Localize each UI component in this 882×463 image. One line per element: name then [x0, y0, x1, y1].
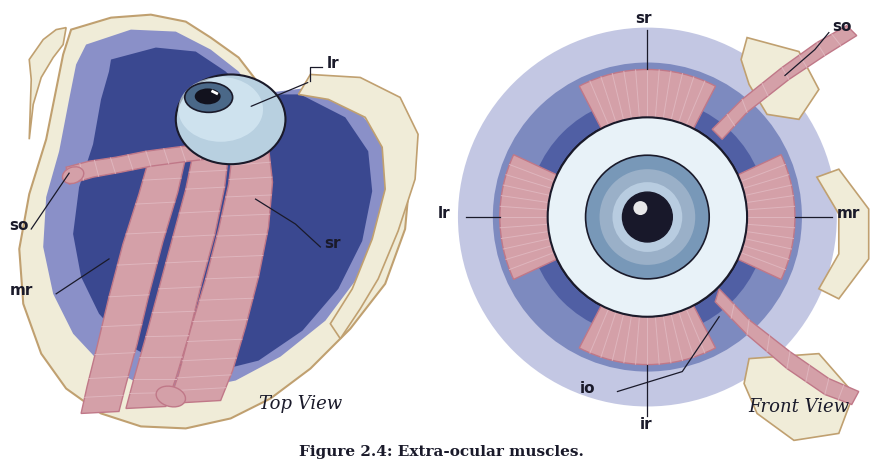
- Circle shape: [633, 202, 647, 216]
- Circle shape: [527, 98, 767, 337]
- Wedge shape: [579, 70, 715, 129]
- Text: lr: lr: [438, 206, 451, 220]
- Circle shape: [623, 193, 672, 243]
- Text: Figure 2.4: Extra-ocular muscles.: Figure 2.4: Extra-ocular muscles.: [299, 444, 583, 458]
- Polygon shape: [298, 75, 418, 339]
- Circle shape: [600, 170, 695, 265]
- Text: so: so: [832, 19, 851, 33]
- Polygon shape: [168, 148, 273, 404]
- Circle shape: [612, 183, 683, 252]
- Text: Front View: Front View: [749, 398, 849, 416]
- Wedge shape: [737, 156, 795, 280]
- Polygon shape: [741, 38, 818, 120]
- Wedge shape: [500, 156, 557, 280]
- Circle shape: [586, 156, 709, 279]
- Circle shape: [586, 156, 709, 279]
- Ellipse shape: [63, 168, 84, 184]
- Text: Top View: Top View: [258, 394, 342, 413]
- Circle shape: [612, 183, 683, 252]
- Polygon shape: [43, 31, 388, 391]
- Polygon shape: [81, 158, 186, 413]
- Ellipse shape: [176, 75, 286, 165]
- Text: sr: sr: [325, 236, 340, 250]
- Wedge shape: [579, 306, 715, 365]
- Text: sr: sr: [635, 11, 652, 25]
- Ellipse shape: [156, 386, 185, 407]
- Polygon shape: [715, 289, 859, 405]
- Text: ir: ir: [639, 417, 652, 432]
- Polygon shape: [126, 154, 228, 408]
- Circle shape: [458, 29, 837, 407]
- Text: mr: mr: [837, 206, 860, 220]
- Polygon shape: [19, 16, 410, 428]
- Polygon shape: [817, 170, 869, 299]
- Circle shape: [493, 63, 802, 372]
- Polygon shape: [712, 26, 856, 140]
- Polygon shape: [29, 29, 66, 140]
- Text: io: io: [579, 380, 595, 394]
- Text: so: so: [10, 218, 29, 232]
- Polygon shape: [744, 354, 854, 440]
- Circle shape: [548, 118, 747, 317]
- Circle shape: [633, 202, 647, 216]
- Polygon shape: [66, 143, 222, 185]
- Circle shape: [623, 193, 672, 243]
- Polygon shape: [73, 49, 372, 373]
- Ellipse shape: [195, 89, 220, 105]
- Ellipse shape: [178, 78, 263, 143]
- Ellipse shape: [184, 83, 233, 113]
- Text: mr: mr: [10, 282, 33, 297]
- Text: lr: lr: [326, 56, 339, 71]
- Circle shape: [600, 170, 695, 265]
- Circle shape: [548, 118, 747, 317]
